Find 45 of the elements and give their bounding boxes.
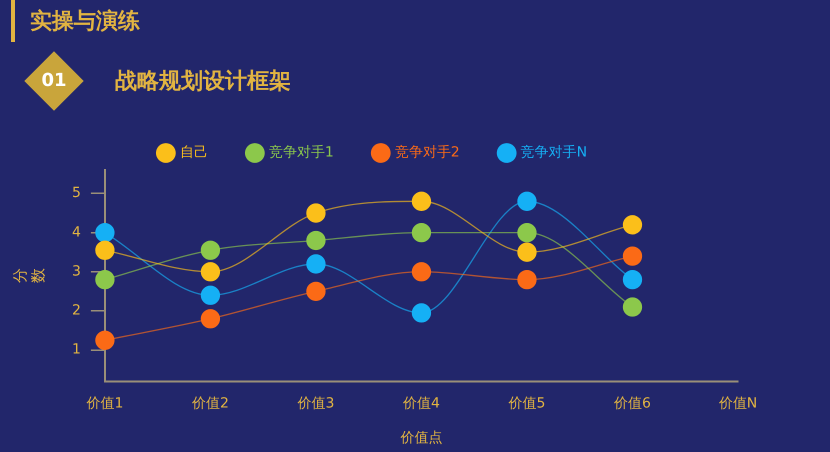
legend-label: 竞争对手N	[520, 144, 588, 161]
point	[412, 303, 432, 323]
point	[412, 222, 432, 242]
point	[200, 309, 220, 328]
point	[200, 286, 220, 305]
x-tick-label: 价值N	[718, 395, 758, 412]
point	[306, 203, 326, 223]
y-tick-label: 2	[72, 302, 81, 319]
point	[412, 192, 432, 211]
chart-title: 战略规划设计框架	[115, 68, 291, 96]
point	[517, 270, 537, 290]
point	[306, 230, 326, 250]
x-tick-label: 价值4	[402, 395, 440, 412]
y-tick-label: 1	[72, 342, 81, 358]
x-tick-label: 价值1	[85, 395, 124, 412]
point	[200, 240, 220, 260]
point	[412, 262, 432, 282]
x-tick-label: 价值3	[296, 395, 334, 412]
legend-label: 竞争对手1	[268, 144, 334, 161]
point	[622, 297, 642, 317]
point	[517, 222, 537, 242]
x-axis-title: 价值点	[399, 430, 442, 446]
point	[95, 270, 115, 290]
point	[622, 270, 642, 290]
text: 01	[40, 70, 68, 91]
point	[622, 246, 642, 266]
point	[517, 192, 537, 211]
y-axis-title: 分数	[10, 268, 47, 284]
point	[622, 215, 642, 234]
y-tick-label: 5	[72, 185, 81, 202]
point	[95, 240, 115, 260]
point	[95, 222, 115, 242]
legend-label: 竞争对手2	[394, 144, 460, 161]
point	[306, 282, 326, 302]
x-tick-label: 价值5	[508, 395, 546, 412]
y-tick-label: 4	[72, 224, 81, 240]
point	[200, 262, 220, 282]
point	[306, 254, 326, 274]
legend-label: 自己	[180, 144, 208, 161]
x-tick-label: 价值6	[613, 395, 652, 412]
point	[95, 330, 115, 350]
text: 实操与演练	[30, 8, 140, 36]
point	[517, 242, 537, 262]
y-tick-label: 3	[72, 263, 81, 280]
x-tick-label: 价值2	[190, 395, 229, 412]
